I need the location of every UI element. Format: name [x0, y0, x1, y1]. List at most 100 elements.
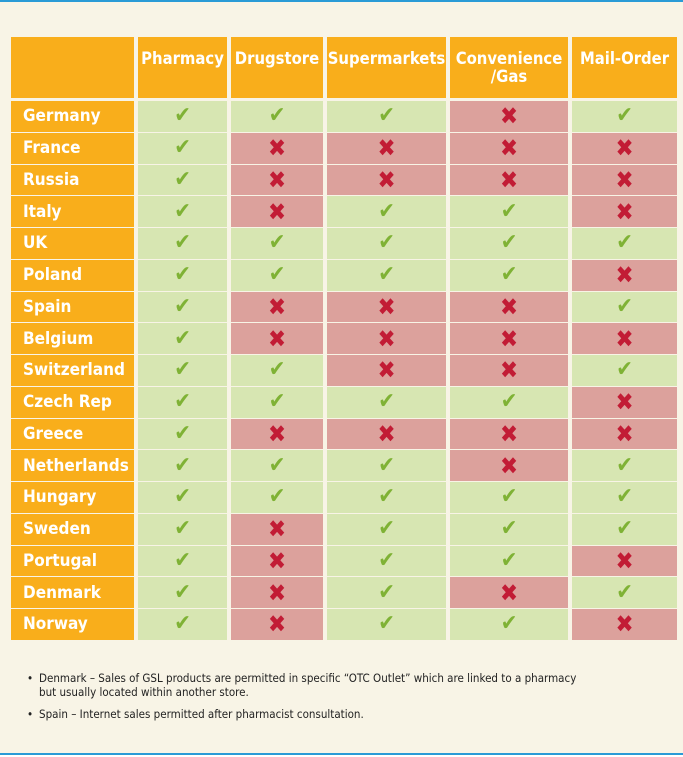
table-row: Norway ✔ ✖ ✔ ✔ ✖ — [11, 609, 677, 641]
permitted-cell: ✔ — [138, 545, 231, 578]
check-icon: ✔ — [500, 611, 518, 637]
check-icon: ✔ — [500, 230, 518, 256]
permitted-cell: ✔ — [572, 355, 677, 387]
check-icon: ✔ — [268, 262, 286, 288]
not-permitted-cell: ✖ — [327, 132, 450, 165]
cross-icon: ✖ — [267, 324, 287, 353]
not-permitted-cell: ✖ — [327, 164, 450, 197]
not-permitted-cell: ✖ — [231, 609, 327, 641]
cross-icon: ✖ — [499, 165, 519, 194]
not-permitted-cell: ✖ — [231, 418, 327, 451]
check-icon: ✔ — [500, 389, 518, 415]
check-icon: ✔ — [378, 611, 395, 637]
check-icon: ✔ — [174, 579, 191, 605]
bullet-icon: • — [27, 671, 34, 685]
not-permitted-cell: ✖ — [327, 323, 450, 355]
permitted-cell: ✔ — [327, 482, 450, 514]
column-header-convenience-gas: Convenience /Gas — [450, 37, 572, 99]
not-permitted-cell: ✖ — [572, 259, 677, 292]
permitted-cell: ✔ — [138, 577, 231, 609]
permitted-cell: ✔ — [450, 228, 572, 260]
table-row: Denmark ✔ ✖ ✔ ✖ ✔ — [11, 577, 677, 609]
not-permitted-cell: ✖ — [450, 132, 572, 165]
check-icon: ✔ — [268, 389, 286, 415]
permitted-cell: ✔ — [231, 228, 327, 260]
table-row: France ✔ ✖ ✖ ✖ ✖ — [11, 132, 677, 165]
table-header-row: Pharmacy Drugstore Supermarkets Convenie… — [11, 37, 677, 99]
not-permitted-cell: ✖ — [572, 132, 677, 165]
check-icon: ✔ — [378, 452, 395, 478]
check-icon: ✔ — [174, 262, 191, 288]
not-permitted-cell: ✖ — [572, 196, 677, 228]
cross-icon: ✖ — [267, 578, 287, 607]
table-row: Sweden ✔ ✖ ✔ ✔ ✔ — [11, 513, 677, 546]
not-permitted-cell: ✖ — [327, 291, 450, 324]
permitted-cell: ✔ — [572, 101, 677, 133]
check-icon: ✔ — [174, 611, 191, 637]
check-icon: ✔ — [616, 484, 633, 510]
cross-icon: ✖ — [377, 356, 396, 385]
bullet-icon: • — [27, 707, 34, 721]
country-label: France — [11, 132, 138, 165]
check-icon: ✔ — [174, 452, 191, 478]
permitted-cell: ✔ — [138, 132, 231, 165]
cross-icon: ✖ — [615, 134, 634, 163]
cross-icon: ✖ — [615, 261, 634, 290]
cross-icon: ✖ — [267, 419, 287, 448]
permitted-cell: ✔ — [572, 291, 677, 324]
permitted-cell: ✔ — [327, 196, 450, 228]
table-body: Germany ✔ ✔ ✔ ✖ ✔ France ✔ ✖ ✖ ✖ ✖ Russia ✔ ✖ ✖ ✖ ✖ Italy ✔… — [11, 101, 677, 641]
not-permitted-cell: ✖ — [231, 545, 327, 578]
check-icon: ✔ — [616, 357, 633, 383]
permitted-cell: ✔ — [138, 101, 231, 133]
not-permitted-cell: ✖ — [231, 291, 327, 324]
cross-icon: ✖ — [377, 292, 396, 321]
check-icon: ✔ — [378, 484, 395, 510]
check-icon: ✔ — [174, 516, 191, 542]
table-row: Greece ✔ ✖ ✖ ✖ ✖ — [11, 418, 677, 451]
permitted-cell: ✔ — [327, 386, 450, 419]
check-icon: ✔ — [378, 547, 395, 573]
not-permitted-cell: ✖ — [572, 386, 677, 419]
permitted-cell: ✔ — [572, 228, 677, 260]
country-label: Greece — [11, 418, 138, 451]
country-label: Russia — [11, 164, 138, 197]
not-permitted-cell: ✖ — [231, 132, 327, 165]
cross-icon: ✖ — [615, 324, 634, 353]
check-icon: ✔ — [378, 230, 395, 256]
permitted-cell: ✔ — [450, 545, 572, 578]
permitted-cell: ✔ — [138, 228, 231, 260]
column-header-drugstore: Drugstore — [231, 37, 327, 99]
footnotes: • Denmark – Sales of GSL products are pe… — [27, 671, 587, 731]
not-permitted-cell: ✖ — [450, 450, 572, 482]
check-icon: ✔ — [500, 547, 518, 573]
check-icon: ✔ — [174, 547, 191, 573]
footnote-spain: • Spain – Internet sales permitted after… — [27, 707, 587, 722]
cross-icon: ✖ — [267, 292, 287, 321]
cross-icon: ✖ — [267, 515, 287, 544]
cross-icon: ✖ — [499, 324, 519, 353]
permitted-cell: ✔ — [138, 450, 231, 482]
footnote-text: Denmark – Sales of GSL products are perm… — [39, 671, 577, 699]
check-icon: ✔ — [378, 579, 395, 605]
permitted-cell: ✔ — [327, 577, 450, 609]
table-row: Netherlands ✔ ✔ ✔ ✖ ✔ — [11, 450, 677, 482]
not-permitted-cell: ✖ — [231, 196, 327, 228]
check-icon: ✔ — [174, 230, 191, 256]
cross-icon: ✖ — [499, 356, 519, 385]
not-permitted-cell: ✖ — [231, 577, 327, 609]
not-permitted-cell: ✖ — [572, 609, 677, 641]
check-icon: ✔ — [268, 230, 286, 256]
permitted-cell: ✔ — [327, 609, 450, 641]
cross-icon: ✖ — [267, 610, 287, 639]
permitted-cell: ✔ — [327, 450, 450, 482]
table-row: Spain ✔ ✖ ✖ ✖ ✔ — [11, 291, 677, 324]
not-permitted-cell: ✖ — [572, 545, 677, 578]
permitted-cell: ✔ — [138, 418, 231, 451]
country-label: Germany — [11, 101, 138, 133]
check-icon: ✔ — [268, 103, 286, 129]
cross-icon: ✖ — [267, 546, 287, 575]
check-icon: ✔ — [500, 516, 518, 542]
permitted-cell: ✔ — [138, 196, 231, 228]
check-icon: ✔ — [616, 293, 633, 319]
